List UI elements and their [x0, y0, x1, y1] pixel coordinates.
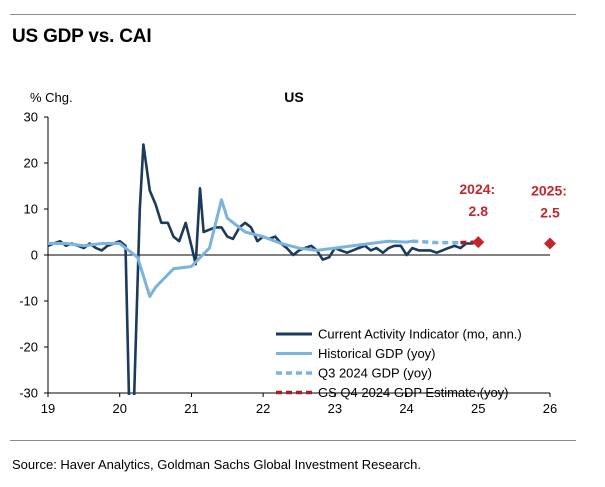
estimate-marker [544, 237, 556, 250]
x-tick-label: 22 [256, 401, 270, 416]
x-tick-label: 23 [328, 401, 342, 416]
y-tick-label: 30 [24, 110, 38, 125]
chart-title: US [284, 89, 303, 105]
x-tick-label: 25 [471, 401, 485, 416]
legend: Current Activity Indicator (mo, ann.) His… [276, 327, 522, 400]
y-tick-label: 20 [24, 156, 38, 171]
estimate-marker [472, 236, 485, 249]
top-rule [10, 14, 576, 15]
y-tick-label: 10 [24, 202, 38, 217]
y-tick-label: -10 [19, 294, 38, 309]
x-tick-label: 20 [112, 401, 126, 416]
y-tick-label: -30 [19, 386, 38, 401]
x-tick-label: 19 [41, 401, 55, 416]
x-tick-label: 21 [184, 401, 198, 416]
markers-layer: 2024: 2.8 2025: 2.5 [459, 181, 567, 250]
series-line-2 [412, 239, 461, 245]
estimate-value-label: 2.5 [540, 205, 560, 221]
x-tick-label: 26 [543, 401, 557, 416]
series-line-1 [48, 198, 414, 298]
bottom-rule [10, 440, 576, 441]
page-title: US GDP vs. CAI [12, 26, 152, 47]
y-tick-label: -20 [19, 340, 38, 355]
legend-label: Q3 2024 GDP (yoy) [318, 366, 432, 381]
source-note: Source: Haver Analytics, Goldman Sachs G… [12, 457, 421, 472]
estimate-year-label: 2025: [531, 183, 567, 199]
estimate-value-label: 2.8 [469, 203, 489, 219]
y-tick-label: 0 [31, 248, 38, 263]
x-tick-label: 24 [399, 401, 413, 416]
estimate-year-label: 2024: [459, 181, 495, 197]
legend-label: Historical GDP (yoy) [318, 346, 436, 361]
legend-label: GS Q4 2024 GDP Estimate (yoy) [318, 385, 509, 400]
y-axis-label: % Chg. [30, 90, 73, 105]
legend-label: Current Activity Indicator (mo, ann.) [318, 327, 522, 342]
